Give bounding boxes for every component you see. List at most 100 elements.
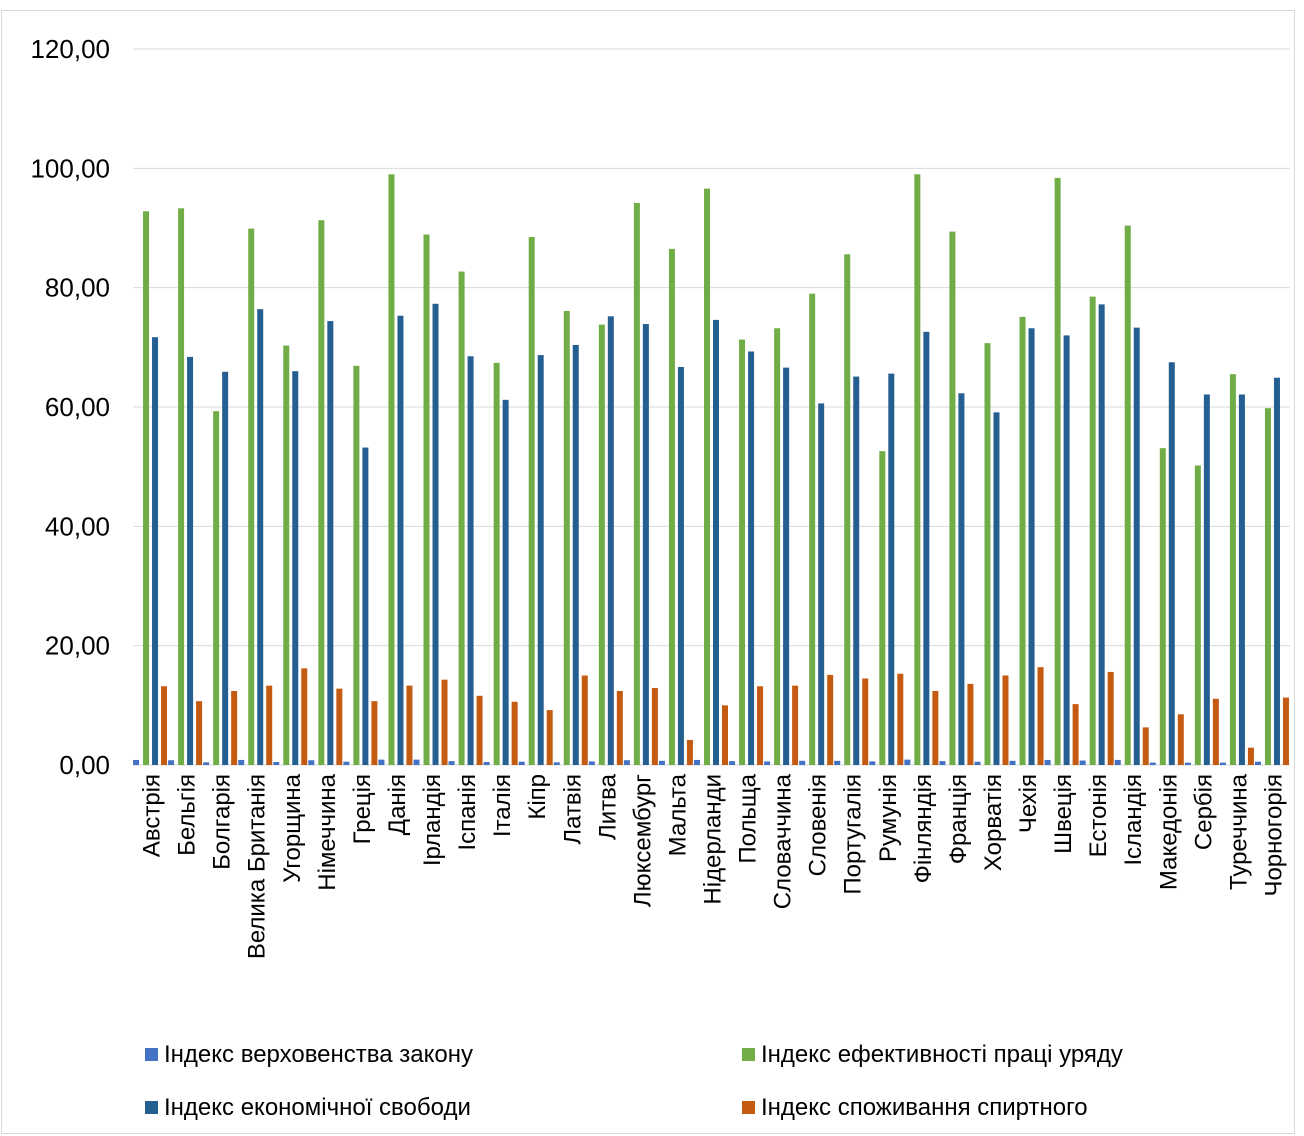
bar <box>518 761 525 765</box>
category-label: Чехія <box>1015 774 1042 833</box>
bar <box>748 351 755 765</box>
bar <box>642 324 649 765</box>
category-label: Бельгія <box>174 774 201 856</box>
category-label: Румунія <box>875 774 902 862</box>
y-tick-label: 100,00 <box>30 153 110 183</box>
category-label: Греція <box>349 774 376 844</box>
bar <box>553 762 560 765</box>
bar <box>327 321 334 765</box>
bar <box>1194 465 1201 765</box>
bar <box>406 685 413 765</box>
chart-border <box>1 10 1295 1134</box>
bars <box>133 174 1289 766</box>
bar <box>1177 714 1184 765</box>
category-label: Чорногорія <box>1261 774 1288 897</box>
bar <box>458 271 465 765</box>
bar <box>623 760 630 765</box>
category-label: Австрія <box>139 774 166 857</box>
bar <box>1254 761 1261 765</box>
bar <box>161 686 168 765</box>
bar <box>967 683 974 765</box>
bar <box>792 685 799 765</box>
bar <box>423 234 430 765</box>
category-label: Угорщина <box>279 773 306 882</box>
bar <box>588 761 595 765</box>
bar <box>729 761 736 765</box>
bar <box>1149 762 1156 765</box>
category-label: Фінляндія <box>910 774 937 883</box>
bar <box>1124 225 1131 766</box>
category-label: Македонія <box>1155 774 1182 890</box>
bar <box>677 367 684 765</box>
bar <box>1054 177 1061 765</box>
bar <box>651 688 658 765</box>
bar <box>397 315 404 765</box>
category-label: Ісландія <box>1120 774 1147 866</box>
bar <box>502 399 509 765</box>
category-label: Велика Британія <box>244 774 271 959</box>
bar <box>353 365 360 765</box>
bar <box>371 701 378 765</box>
category-label: Польща <box>735 773 762 863</box>
category-label: Нідерланди <box>700 774 727 905</box>
bar <box>974 761 981 765</box>
bar <box>1019 316 1026 765</box>
bar <box>1159 448 1166 765</box>
bar <box>1133 327 1140 765</box>
bar <box>1072 704 1079 765</box>
bar <box>809 293 816 765</box>
category-label: Іспанія <box>454 774 481 851</box>
bar <box>1089 296 1096 765</box>
bar <box>133 759 140 765</box>
bar <box>869 761 876 765</box>
category-label: Кіпр <box>524 774 551 820</box>
category-label: Франція <box>945 774 972 864</box>
bar <box>537 355 544 765</box>
bar <box>1028 328 1035 765</box>
bar <box>939 761 946 765</box>
bar <box>1044 759 1051 765</box>
bar <box>1098 304 1105 765</box>
legend: Індекс верховенства закону Індекс ефектив… <box>145 1041 1123 1121</box>
bar <box>231 691 238 765</box>
bar <box>658 760 665 765</box>
category-label: Туреччина <box>1225 773 1252 890</box>
bar <box>283 345 290 765</box>
bar <box>904 759 911 765</box>
bar <box>238 759 245 765</box>
bar <box>1079 760 1086 765</box>
bar <box>633 202 640 765</box>
legend-label: Індекс ефективності праці уряду <box>761 1041 1123 1068</box>
bar <box>1184 762 1191 765</box>
bar <box>1002 675 1009 765</box>
bar <box>1264 408 1271 765</box>
y-tick-label: 40,00 <box>45 511 110 541</box>
bar <box>958 393 965 765</box>
bar <box>1009 760 1016 765</box>
y-tick-label: 120,00 <box>30 34 110 64</box>
bar <box>1168 362 1175 765</box>
bar <box>203 762 210 765</box>
bar <box>143 211 150 766</box>
bar <box>1229 374 1236 765</box>
legend-swatch <box>145 1048 158 1061</box>
bar <box>783 367 790 765</box>
bar <box>1247 747 1254 765</box>
category-label: Швеція <box>1050 774 1077 854</box>
bar <box>563 310 570 765</box>
legend-label: Індекс верховенства закону <box>164 1041 473 1068</box>
bar <box>834 760 841 765</box>
bar <box>853 376 860 765</box>
category-label: Словаччина <box>770 773 797 909</box>
bar <box>607 316 614 765</box>
bar <box>932 691 939 765</box>
bar <box>546 710 553 765</box>
bar <box>178 208 185 765</box>
bar <box>308 760 315 765</box>
bar <box>257 309 264 765</box>
bar <box>318 220 325 766</box>
category-label: Данія <box>384 774 411 835</box>
bar <box>1037 667 1044 765</box>
